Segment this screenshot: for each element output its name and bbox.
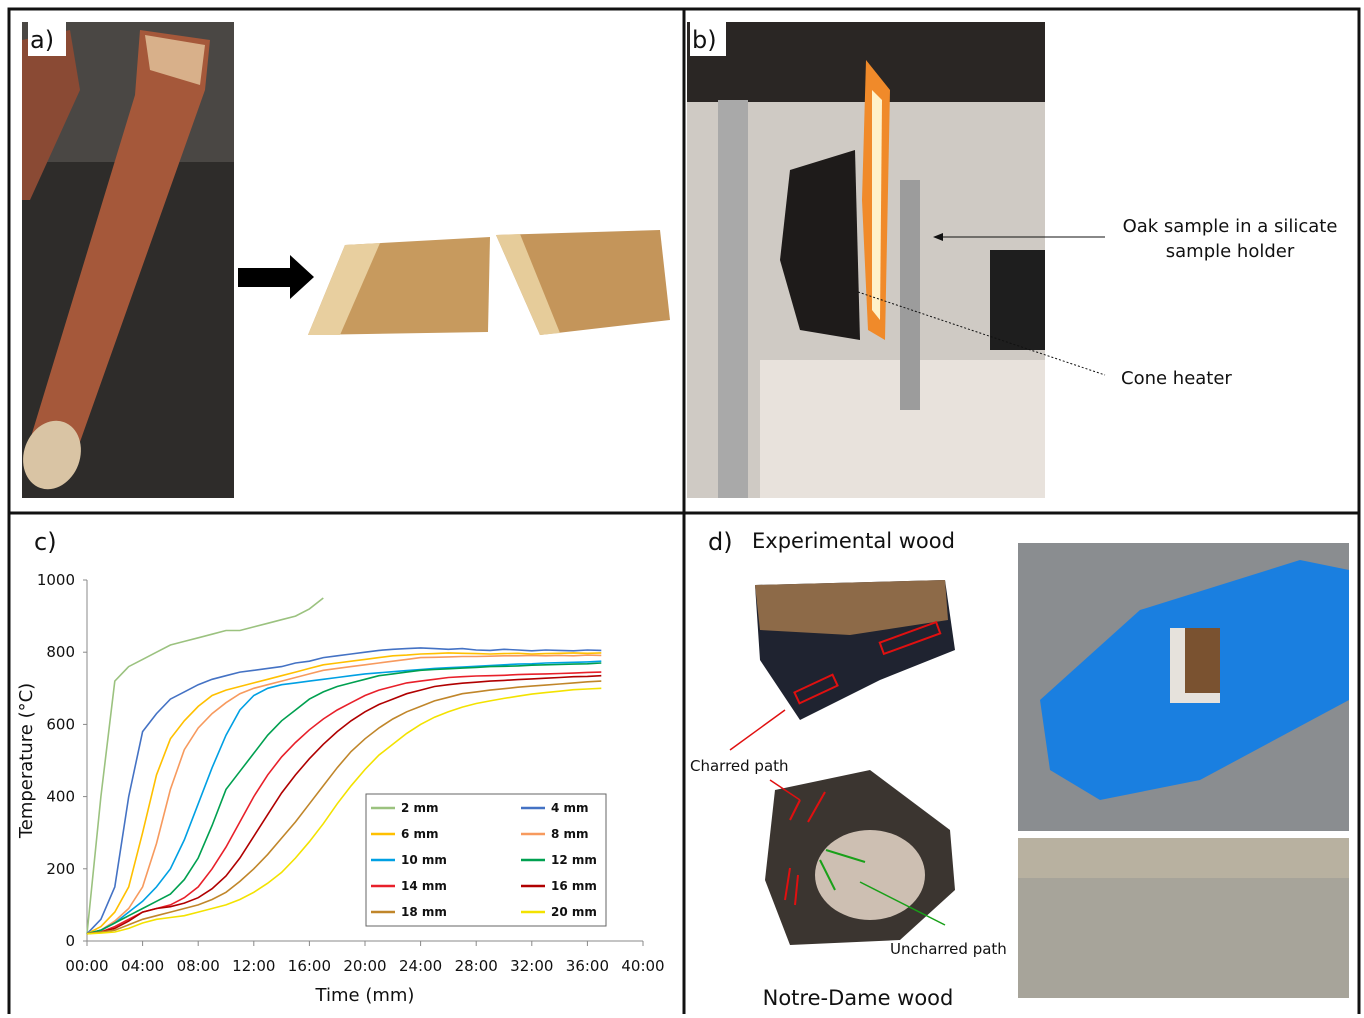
x-tick-label: 04:00 [121,957,164,975]
series-line [86,654,602,935]
annotation: Uncharred path [890,940,1007,958]
series-line [86,674,602,935]
label-bg [690,22,726,56]
legend-label: 10 mm [401,853,447,867]
x-tick-label: 12:00 [232,957,275,975]
series-line [86,671,602,935]
wood-samples [308,230,670,335]
cone-photo [687,22,1045,498]
series-line [86,597,324,934]
x-axis-title: Time (mm) [315,985,415,1006]
y-tick-label: 400 [46,788,75,806]
series-line [86,662,602,935]
glove-photo [1018,543,1349,831]
legend-label: 2 mm [401,801,439,815]
x-tick-label: 28:00 [455,957,498,975]
legend-box [365,793,607,927]
legend-label: 18 mm [401,905,447,919]
legend-label: 8 mm [551,827,589,841]
series-line [86,687,602,935]
label-bg [28,22,66,56]
panel-label: b) [692,26,717,54]
experimental-wood [755,580,955,720]
pointer [729,709,786,751]
x-tick-label: 20:00 [343,957,386,975]
annotation: sample holder [1166,241,1295,262]
arrow [238,255,314,299]
panel-label: c) [34,528,57,556]
y-tick-label: 0 [65,932,75,950]
x-tick-label: 00:00 [65,957,108,975]
y-axis-title: Temperature (°C) [16,683,37,839]
pointer-head [933,233,943,241]
legend-label: 14 mm [401,879,447,893]
chart: 0 200 400 600 800 1000 00:00 04:00 08:00 12:00 16:… [16,571,665,1006]
annotation: Charred path [690,757,789,775]
series-line [86,647,602,935]
panel-label: a) [30,26,54,54]
micro-photo [1018,838,1349,998]
x-tick-label: 40:00 [621,957,664,975]
log-photo [22,22,234,498]
y-tick-label: 200 [46,860,75,878]
annotation: Notre-Dame wood [763,986,954,1010]
y-tick-label: 1000 [37,571,75,589]
y-tick-label: 800 [46,643,75,661]
annotation: Experimental wood [752,529,955,553]
x-tick-label: 32:00 [510,957,553,975]
notre-dame-wood [765,770,955,945]
legend-label: 16 mm [551,879,597,893]
pointer [859,881,946,926]
y-tick-label: 600 [46,715,75,733]
annotation: Oak sample in a silicate [1123,216,1338,237]
series-line [86,680,602,935]
x-tick-label: 24:00 [399,957,442,975]
annotation: Cone heater [1121,368,1232,389]
x-tick-label: 08:00 [177,957,220,975]
legend-label: 12 mm [551,853,597,867]
series-line [86,652,602,935]
series-line [86,660,602,935]
legend-label: 4 mm [551,801,589,815]
x-tick-label: 16:00 [288,957,331,975]
panel-label: d) [708,528,733,556]
pointer [857,291,1106,376]
x-tick-label: 36:00 [566,957,609,975]
legend-label: 20 mm [551,905,597,919]
pointer [769,779,801,801]
legend-label: 6 mm [401,827,439,841]
